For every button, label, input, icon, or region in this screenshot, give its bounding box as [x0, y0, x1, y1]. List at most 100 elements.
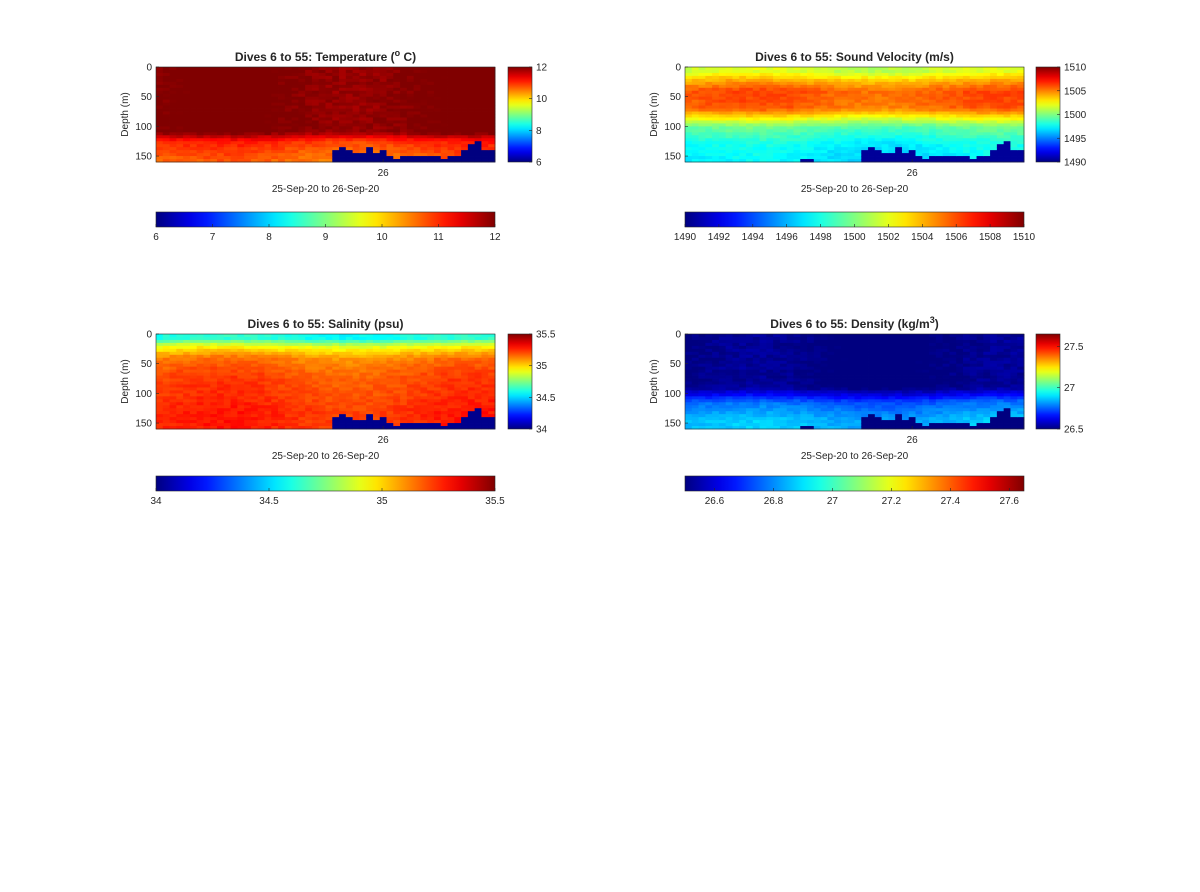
- heatmap-cell: [189, 108, 198, 112]
- heatmap-cell: [474, 357, 482, 362]
- heatmap-cell: [467, 87, 476, 92]
- heatmap-cell: [210, 81, 218, 86]
- heatmap-cell: [420, 135, 428, 139]
- heatmap-cell: [278, 117, 286, 121]
- heatmap-cell: [223, 67, 231, 71]
- heatmap-cell: [162, 336, 170, 341]
- heatmap-cell: [929, 81, 937, 86]
- heatmap-cell: [474, 93, 482, 98]
- heatmap-cell: [705, 90, 713, 95]
- heatmap-cell: [976, 144, 984, 148]
- heatmap-cell: [935, 117, 944, 121]
- heatmap-cell: [379, 114, 387, 118]
- heatmap-cell: [868, 153, 876, 157]
- heatmap-cell: [440, 405, 448, 409]
- heatmap-cell: [210, 411, 218, 415]
- heatmap-cell: [447, 114, 455, 118]
- heatmap-cell: [773, 102, 781, 106]
- heatmap-cell: [169, 402, 177, 406]
- heatmap-cell: [237, 156, 245, 160]
- heatmap-cell: [183, 411, 191, 415]
- heatmap-cell: [264, 75, 272, 80]
- heatmap-cell: [359, 345, 367, 350]
- heatmap-cell: [691, 342, 699, 347]
- heatmap-cell: [318, 384, 326, 388]
- heatmap-cell: [291, 393, 299, 397]
- heatmap-cell: [996, 159, 1005, 163]
- heatmap-cell: [386, 67, 394, 71]
- heatmap-cell: [474, 75, 482, 80]
- heatmap-cell: [779, 147, 788, 151]
- heatmap-cell: [1003, 141, 1011, 145]
- heatmap-cell: [393, 423, 401, 427]
- heatmap-cell: [291, 72, 299, 77]
- heatmap-cell: [298, 354, 306, 359]
- y-axis-label: Depth (m): [120, 92, 131, 136]
- heatmap-cell: [1017, 87, 1025, 92]
- heatmap-cell: [1003, 93, 1011, 98]
- heatmap-cell: [868, 147, 876, 151]
- heatmap-cell: [406, 369, 415, 373]
- heatmap-cell: [712, 156, 720, 160]
- heatmap-cell: [196, 342, 204, 347]
- heatmap-cell: [298, 150, 306, 154]
- heatmap-cell: [725, 120, 733, 124]
- heatmap-cell: [739, 69, 747, 74]
- heatmap-cell: [298, 423, 306, 427]
- heatmap-cell: [196, 102, 204, 106]
- heatmap-cell: [962, 87, 971, 92]
- heatmap-cell: [250, 114, 259, 118]
- heatmap-cell: [250, 363, 259, 368]
- heatmap-cell: [990, 135, 998, 139]
- heatmap-cell: [433, 126, 442, 130]
- heatmap-cell: [834, 111, 842, 115]
- heatmap-cell: [210, 99, 218, 104]
- heatmap-cell: [766, 90, 774, 95]
- heatmap-cell: [834, 99, 842, 104]
- heatmap-cell: [474, 69, 482, 74]
- heatmap-cell: [834, 135, 842, 139]
- heatmap-cell: [298, 417, 306, 421]
- heatmap-cell: [1003, 111, 1011, 115]
- heatmap-cell: [901, 114, 910, 118]
- heatmap-cell: [400, 67, 408, 71]
- heatmap-cell: [942, 99, 950, 104]
- heatmap-cell: [366, 138, 374, 142]
- heatmap-cell: [685, 84, 693, 89]
- heatmap-cell: [339, 93, 347, 98]
- heatmap-cell: [698, 108, 706, 112]
- heatmap-cell: [983, 111, 991, 115]
- heatmap-cell: [183, 384, 191, 388]
- heatmap-cell: [691, 411, 699, 415]
- heatmap-cell: [461, 378, 469, 382]
- heatmap-cell: [467, 147, 476, 151]
- heatmap-cell: [400, 384, 408, 388]
- heatmap-cell: [250, 87, 259, 92]
- heatmap-cell: [447, 387, 455, 391]
- heatmap-cell: [345, 378, 354, 382]
- heatmap-cell: [691, 348, 699, 353]
- heatmap-cell: [807, 90, 815, 95]
- heatmap-cell: [705, 117, 713, 121]
- heatmap-cell: [773, 129, 781, 133]
- heatmap-cell: [888, 96, 896, 101]
- heatmap-cell: [908, 84, 916, 89]
- heatmap-cell: [461, 366, 469, 371]
- heatmap-cell: [196, 144, 204, 148]
- heatmap-cell: [949, 93, 957, 98]
- heatmap-cell: [237, 147, 245, 151]
- heatmap-cell: [203, 147, 211, 151]
- heatmap-cell: [983, 123, 991, 127]
- heatmap-cell: [440, 99, 448, 104]
- heatmap-cell: [359, 153, 367, 157]
- heatmap-cell: [406, 423, 415, 427]
- heatmap-cell: [454, 339, 462, 344]
- heatmap-cell: [461, 132, 469, 136]
- heatmap-cell: [413, 84, 421, 89]
- heatmap-cell: [685, 369, 693, 373]
- heatmap-cell: [223, 72, 231, 77]
- heatmap-cell: [454, 375, 462, 379]
- heatmap-cell: [230, 96, 238, 101]
- heatmap-cell: [257, 420, 265, 424]
- heatmap-cell: [183, 426, 191, 430]
